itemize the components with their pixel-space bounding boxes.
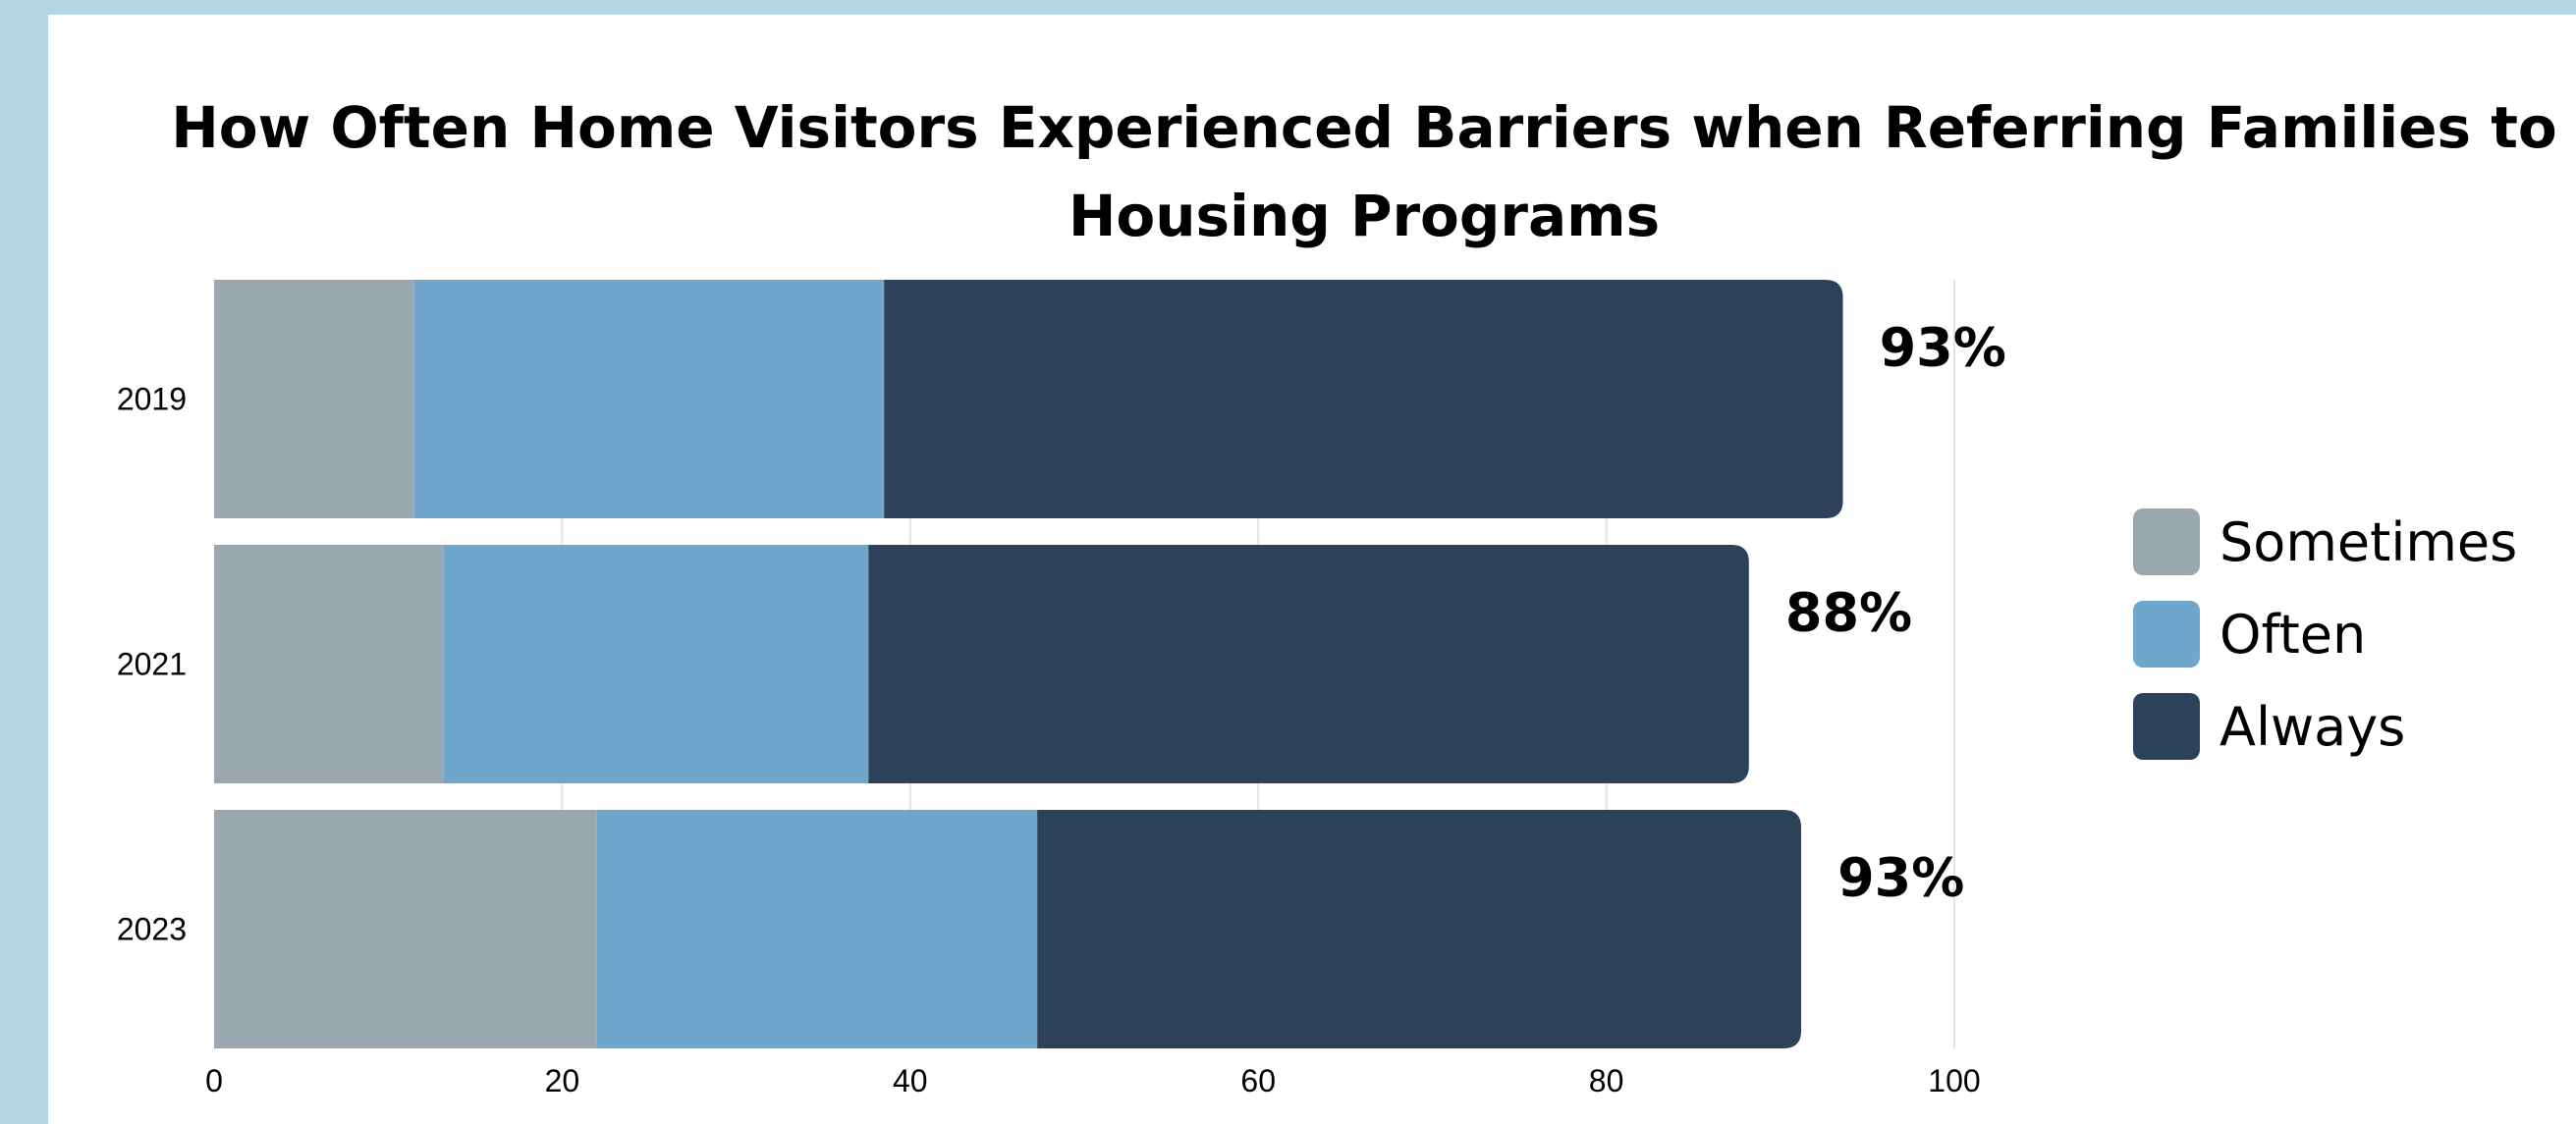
bar-segment-sometimes-2021 xyxy=(214,545,444,783)
legend-label-always: Always xyxy=(2220,696,2405,758)
legend-label-sometimes: Sometimes xyxy=(2220,511,2517,573)
legend-swatch-often xyxy=(2133,601,2200,668)
y-category-label: 2021 xyxy=(117,647,187,682)
bar-segment-often-2021 xyxy=(443,545,869,783)
bar-total-label: 93% xyxy=(1837,847,1964,909)
bar-segment-often-2019 xyxy=(413,280,885,518)
legend-swatch-sometimes xyxy=(2133,508,2200,575)
y-category-label: 2023 xyxy=(117,912,187,947)
bar-segment-always-2023 xyxy=(1037,810,1802,1048)
x-tick-label: 40 xyxy=(893,1063,928,1098)
x-tick-label: 100 xyxy=(1928,1063,1980,1098)
x-tick-label: 0 xyxy=(205,1063,223,1098)
bar-total-label: 93% xyxy=(1880,317,2006,379)
y-category-label: 2019 xyxy=(117,382,187,417)
bar-total-label: 88% xyxy=(1785,582,1912,644)
bar-segment-sometimes-2019 xyxy=(214,280,414,518)
chart-title: How Often Home Visitors Experienced Barr… xyxy=(171,94,2557,249)
bar-segment-always-2021 xyxy=(868,545,1749,783)
legend: Sometimes Often Always xyxy=(2133,508,2517,760)
x-tick-label: 60 xyxy=(1240,1063,1276,1098)
bar-segment-sometimes-2023 xyxy=(214,810,597,1048)
legend-label-often: Often xyxy=(2220,604,2366,666)
legend-swatch-always xyxy=(2133,693,2200,760)
bar-segment-often-2023 xyxy=(596,810,1038,1048)
bar-segment-always-2019 xyxy=(884,280,1843,518)
x-tick-label: 80 xyxy=(1589,1063,1624,1098)
x-tick-label: 20 xyxy=(545,1063,580,1098)
labels: 0 20 40 60 80 100 2019 93% 2021 88% 2023 93% xyxy=(117,317,2006,1099)
bars xyxy=(214,280,1843,1048)
